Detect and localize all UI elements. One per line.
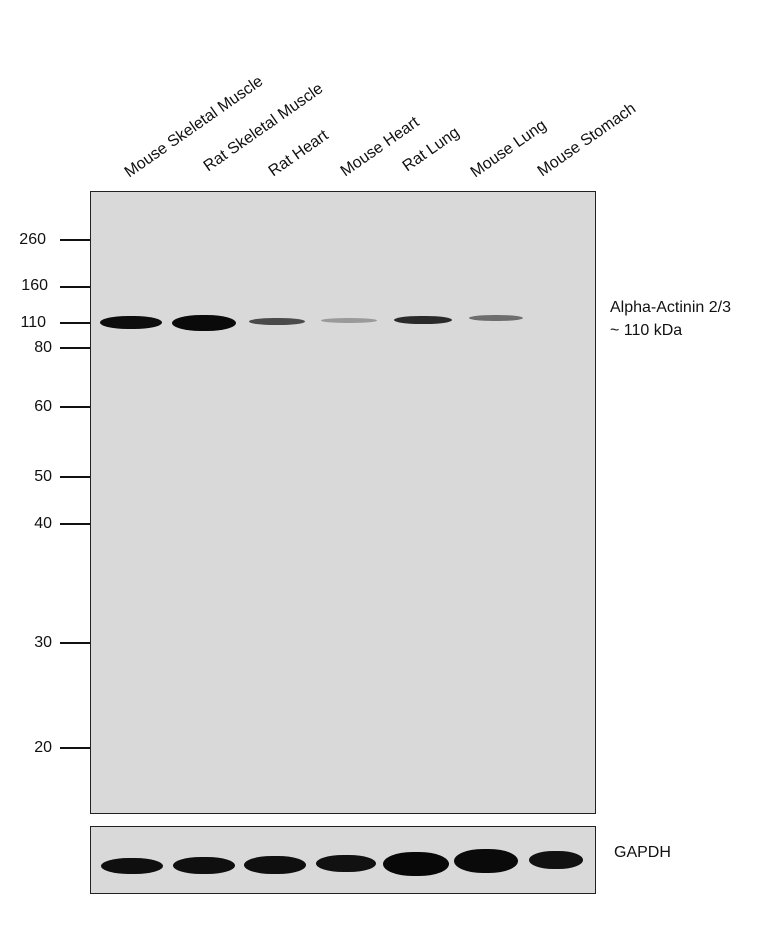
loading-control-label: GAPDH bbox=[614, 844, 671, 861]
band-lane-1 bbox=[100, 316, 162, 329]
marker-tick-50 bbox=[60, 476, 90, 478]
gapdh-band-lane-5 bbox=[383, 852, 449, 876]
band-lane-6 bbox=[469, 315, 523, 321]
gapdh-blot-membrane bbox=[90, 826, 596, 894]
main-blot-membrane bbox=[90, 191, 596, 814]
lane-label-1: Mouse Skeletal Muscle bbox=[121, 72, 267, 182]
marker-20: 20 bbox=[34, 739, 52, 756]
gapdh-band-lane-1 bbox=[101, 858, 163, 874]
lane-label-6: Mouse Lung bbox=[467, 116, 550, 182]
gapdh-band-lane-2 bbox=[173, 857, 235, 874]
lane-label-3: Rat Heart bbox=[265, 126, 332, 181]
gapdh-band-lane-6 bbox=[454, 849, 518, 873]
marker-tick-110 bbox=[60, 322, 90, 324]
marker-tick-20 bbox=[60, 747, 90, 749]
marker-tick-60 bbox=[60, 406, 90, 408]
marker-tick-30 bbox=[60, 642, 90, 644]
marker-30: 30 bbox=[34, 634, 52, 651]
gapdh-band-lane-4 bbox=[316, 855, 376, 872]
band-lane-5 bbox=[394, 316, 452, 324]
marker-tick-40 bbox=[60, 523, 90, 525]
target-name: Alpha-Actinin 2/3 bbox=[610, 299, 731, 316]
marker-tick-80 bbox=[60, 347, 90, 349]
lane-label-2: Rat Skeletal Muscle bbox=[200, 80, 327, 176]
marker-tick-260 bbox=[60, 239, 90, 241]
band-lane-4 bbox=[321, 318, 377, 323]
band-lane-2 bbox=[172, 315, 236, 331]
marker-tick-160 bbox=[60, 286, 90, 288]
gapdh-band-lane-3 bbox=[244, 856, 306, 874]
target-size: ~ 110 kDa bbox=[610, 322, 683, 339]
marker-260: 260 bbox=[19, 231, 46, 248]
marker-160: 160 bbox=[21, 277, 48, 294]
gapdh-band-lane-7 bbox=[529, 851, 583, 869]
marker-110: 110 bbox=[20, 314, 46, 331]
marker-40: 40 bbox=[34, 515, 52, 532]
marker-60: 60 bbox=[34, 398, 52, 415]
band-lane-3 bbox=[249, 318, 305, 325]
lane-label-7: Mouse Stomach bbox=[534, 99, 640, 181]
marker-50: 50 bbox=[34, 468, 52, 485]
marker-80: 80 bbox=[34, 339, 52, 356]
